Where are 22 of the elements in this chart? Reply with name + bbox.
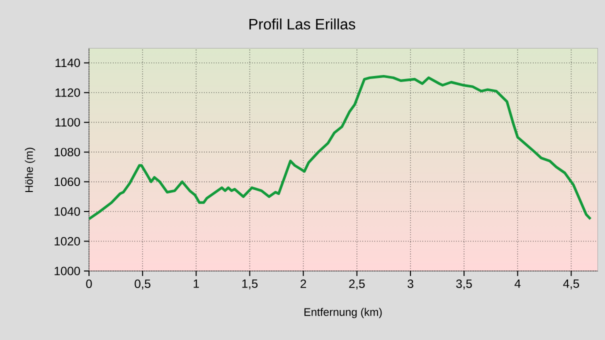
x-tick-label: 4 bbox=[514, 280, 521, 288]
x-tick-label: 4,5 bbox=[563, 280, 580, 290]
y-tick-label: 1040 bbox=[54, 207, 80, 216]
line-series bbox=[89, 74, 592, 220]
y-tick-label: 1120 bbox=[56, 88, 80, 97]
x-tick-label: 3,5 bbox=[456, 280, 472, 290]
x-tick-label: 0 bbox=[86, 280, 92, 288]
y-tick-label: 1000 bbox=[54, 266, 80, 276]
y-tick-label: 1020 bbox=[54, 237, 80, 246]
x-tick-label: 0,5 bbox=[134, 280, 150, 290]
y-axis-title: Höhe (m) bbox=[24, 148, 36, 192]
y-tick-label: 1060 bbox=[54, 178, 80, 186]
chart-title: Profil Las Erillas bbox=[249, 18, 356, 30]
y-tick-label: 1100 bbox=[56, 118, 80, 127]
x-tick-label: 1,5 bbox=[242, 280, 258, 290]
x-tick-label: 1 bbox=[194, 280, 199, 288]
x-tick-label: 3 bbox=[408, 280, 414, 288]
x-tick-label: 2 bbox=[300, 280, 306, 288]
y-tick-label: 1140 bbox=[56, 58, 80, 68]
x-tick-label: 2,5 bbox=[349, 280, 365, 290]
x-axis-title: Entfernung (km) bbox=[304, 308, 382, 318]
y-tick-label: 1080 bbox=[54, 148, 80, 156]
